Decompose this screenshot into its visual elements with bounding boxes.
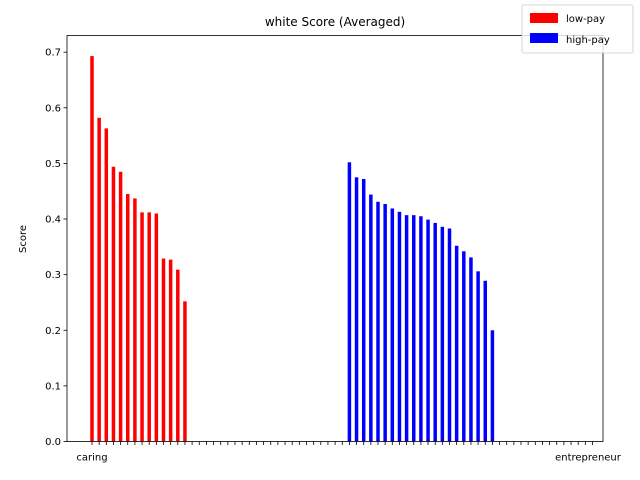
y-tick-label: 0.5 xyxy=(45,159,61,170)
bar-low-pay xyxy=(104,128,109,442)
bar-high-pay xyxy=(469,257,473,442)
x-tick-label-first: caring xyxy=(76,453,107,464)
bar-high-pay xyxy=(404,215,409,442)
y-axis: 0.0 0.1 0.2 0.3 0.4 0.5 0.6 0.7 xyxy=(45,48,67,448)
y-tick-label: 0.0 xyxy=(45,437,61,448)
y-tick-label: 0.6 xyxy=(45,103,61,114)
bar-high-pay xyxy=(426,219,430,442)
bar-low-pay xyxy=(183,301,187,442)
bar-high-pay xyxy=(383,204,387,442)
bar-low-pay xyxy=(90,56,94,442)
bar-high-pay xyxy=(397,211,402,442)
bar-low-pay xyxy=(176,269,180,442)
bar-high-pay xyxy=(483,280,487,442)
legend-swatch-low-pay xyxy=(530,13,558,23)
plot-frame xyxy=(66,35,604,442)
legend-label-low-pay: low-pay xyxy=(566,14,605,25)
bar-high-pay xyxy=(419,216,423,442)
bar-high-pay xyxy=(390,208,395,442)
bar-low-pay xyxy=(154,213,159,442)
y-tick-label: 0.2 xyxy=(45,326,61,337)
bar-low-pay xyxy=(161,258,166,442)
bar-low-pay xyxy=(168,259,173,442)
x-tick-label-last: entrepreneur xyxy=(555,453,622,464)
bar-low-pay xyxy=(118,171,123,442)
x-axis: caring entrepreneur xyxy=(76,441,622,464)
bar-high-pay xyxy=(412,215,416,442)
y-axis-label: Score xyxy=(18,225,29,253)
bar-high-pay xyxy=(476,271,480,442)
bar-high-pay xyxy=(347,162,352,442)
bar-low-pay xyxy=(126,194,130,442)
bar-low-pay xyxy=(147,212,151,442)
plot-area xyxy=(90,56,495,442)
bar-high-pay xyxy=(361,178,366,442)
bar-high-pay xyxy=(447,228,452,442)
bar-low-pay xyxy=(97,117,101,442)
bar-low-pay xyxy=(140,212,144,442)
bar-high-pay xyxy=(462,251,466,442)
bar-high-pay xyxy=(354,177,359,442)
bar-high-pay xyxy=(490,330,495,442)
y-tick-label: 0.7 xyxy=(45,48,61,59)
y-tick-label: 0.3 xyxy=(45,270,61,281)
legend: low-pay high-pay xyxy=(521,4,634,54)
bar-high-pay xyxy=(376,201,380,442)
bar-high-pay xyxy=(454,245,459,442)
bar-high-pay xyxy=(369,194,373,442)
bar-high-pay xyxy=(440,226,445,442)
bar-low-pay xyxy=(133,198,137,442)
y-tick-label: 0.4 xyxy=(45,215,61,226)
legend-swatch-high-pay xyxy=(530,33,558,43)
bar-low-pay xyxy=(111,166,116,442)
y-tick-label: 0.1 xyxy=(45,381,61,392)
bar-high-pay xyxy=(433,222,437,442)
legend-label-high-pay: high-pay xyxy=(566,35,610,46)
chart-title: white Score (Averaged) xyxy=(265,15,405,29)
